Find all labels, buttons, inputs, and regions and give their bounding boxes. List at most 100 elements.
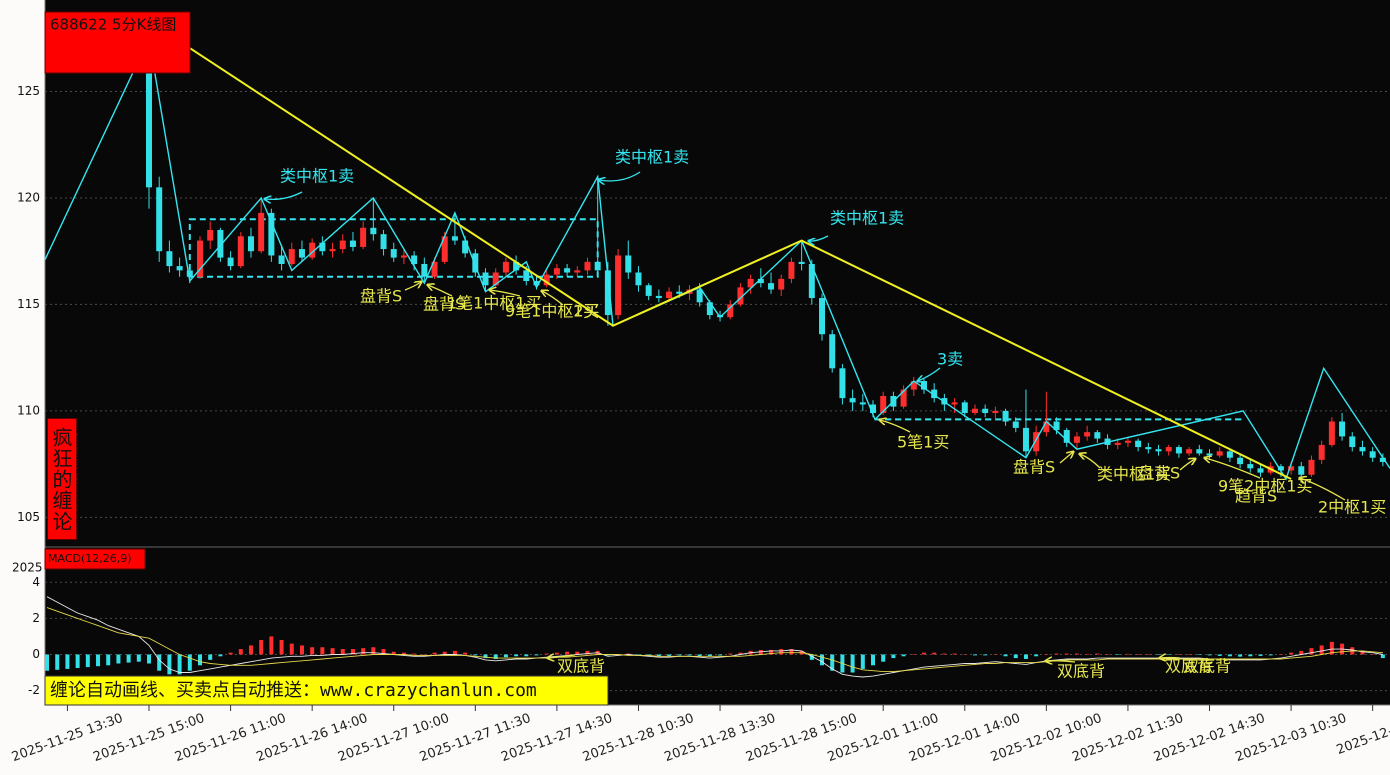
candle-body [553, 268, 560, 275]
candle-body [411, 255, 418, 264]
macd-bar [1074, 653, 1079, 655]
candle-body [564, 268, 571, 273]
macd-bar [1309, 648, 1314, 655]
macd-bar [442, 651, 447, 655]
candle-body [1155, 449, 1162, 452]
plot-background [45, 0, 1390, 705]
candle-body [992, 410, 999, 414]
candle-body [1186, 449, 1193, 454]
signal-arrow [265, 191, 303, 199]
macd-bar [1136, 654, 1141, 655]
candle-body [1012, 421, 1019, 428]
candle-body [931, 389, 938, 399]
macd-bar [1329, 641, 1334, 655]
signal-arrow [1059, 452, 1073, 464]
signal-label: 类中枢1买 [1097, 465, 1171, 484]
candle-body [880, 395, 887, 414]
candle-body [1114, 442, 1121, 445]
y-tick-label: 125 [17, 84, 40, 98]
macd-bar [1156, 654, 1161, 656]
candle-body [788, 261, 795, 279]
macd-bar [1023, 654, 1028, 659]
macd-bar [1207, 654, 1212, 656]
macd-bar [1054, 653, 1059, 655]
candle-body [462, 240, 469, 254]
candle-body [706, 302, 713, 316]
candle-body [451, 236, 458, 241]
signal-arrow [809, 235, 829, 241]
macd-bar [136, 654, 141, 662]
signal-label: 盘背S [1138, 464, 1180, 483]
macd-bar [503, 654, 508, 658]
candle-body [339, 240, 346, 250]
candle-body [1073, 436, 1080, 443]
candle-body [268, 212, 275, 256]
candle-body [1379, 457, 1386, 462]
macd-bar [667, 654, 672, 656]
macd-bar [626, 653, 631, 655]
macd-bar [85, 654, 90, 668]
macd-bar [656, 654, 661, 657]
candle-body [727, 304, 734, 318]
candle-body [533, 281, 540, 286]
candle-body [1094, 432, 1101, 439]
macd-bar [534, 654, 539, 656]
pivot-box [188, 218, 599, 278]
macd-bar [962, 654, 967, 655]
candle-body [1288, 466, 1295, 471]
candle-body [1002, 410, 1009, 422]
macd-bar [1278, 654, 1283, 655]
candle-body [778, 278, 785, 290]
macd-bar [544, 653, 549, 655]
y-tick-label: 4 [32, 575, 40, 589]
macd-bar [1166, 654, 1171, 655]
macd-bar [391, 651, 396, 655]
candle-body [1237, 457, 1244, 465]
macd-bar [1197, 654, 1202, 655]
candle-body [1063, 430, 1070, 443]
signal-arrow [1179, 459, 1195, 471]
macd-bar [779, 649, 784, 655]
macd-bar [350, 649, 355, 655]
signal-arrow [490, 290, 521, 297]
signal-label: 趋背S [1235, 487, 1277, 506]
candle-body [737, 287, 744, 305]
candle-body [747, 278, 754, 288]
signal-arrow [918, 367, 941, 381]
macd-bar [830, 654, 835, 671]
candle-body [258, 212, 265, 252]
signal-label: 类中枢1卖 [280, 167, 354, 186]
macd-bar [463, 652, 468, 655]
candle-body [176, 266, 183, 271]
candle-body [421, 263, 428, 277]
signal-arrow [599, 171, 641, 181]
signal-arrow [1046, 661, 1076, 662]
macd-bar [707, 654, 712, 657]
macd-title: MACD(12,26,9) [48, 552, 132, 565]
signal-arrow [1300, 478, 1346, 501]
candle-body [360, 227, 367, 247]
candle-body [1216, 451, 1223, 456]
macd-bar [1146, 654, 1151, 655]
candle-body [615, 255, 622, 316]
macd-bar [789, 649, 794, 655]
candle-body [604, 270, 611, 316]
macd-bar [932, 652, 937, 655]
macd-bar [942, 653, 947, 655]
signal-label: 类中枢1卖 [830, 209, 904, 228]
candle-body [472, 253, 479, 273]
macd-bar [106, 654, 111, 666]
macd-bar [983, 654, 988, 656]
candle-body [288, 249, 295, 264]
macd-bar [677, 654, 682, 656]
signal-label: 双底背 [557, 657, 605, 676]
candle-body [390, 249, 397, 258]
signal-label: 2中枢1买 [1318, 498, 1386, 517]
macd-bar [289, 643, 294, 655]
signal-arrow [1160, 658, 1181, 659]
y-tick-label: 105 [17, 510, 40, 524]
candle-body [951, 402, 958, 405]
macd-bar [177, 654, 182, 675]
macd-bar [1125, 653, 1130, 655]
